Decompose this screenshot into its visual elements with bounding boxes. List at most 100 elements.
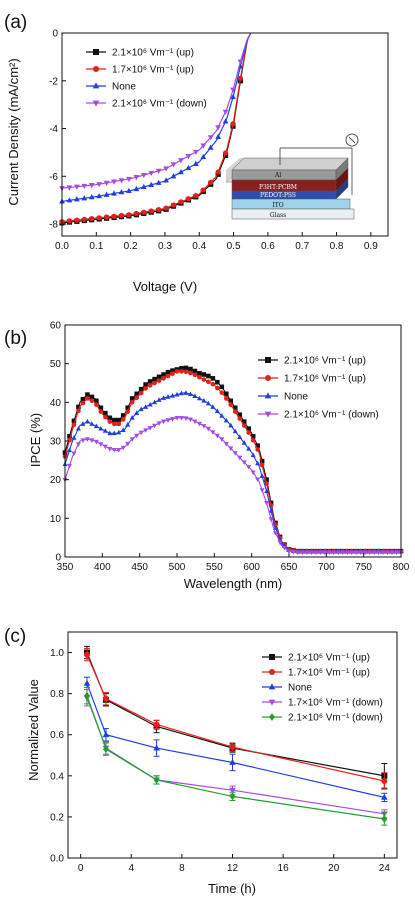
panel-c-y-tick-label: 0.4: [50, 771, 64, 782]
panel-a-y-tick-label: 0: [52, 29, 58, 40]
panel-b-x-axis-label: Wavelength (nm): [184, 576, 283, 591]
panel-a-data-point: [133, 175, 140, 181]
panel-b-data-point: [192, 419, 198, 425]
panel-b-legend-marker: [265, 375, 271, 381]
panel-b-data-point: [255, 460, 261, 466]
panel-b-data-point: [93, 423, 99, 429]
panel-a-data-point: [74, 217, 80, 223]
panel-b-data-point: [178, 390, 185, 396]
panel-a-data-point: [88, 194, 95, 200]
panel-b-data-point: [183, 416, 189, 421]
panel-a-y-tick-label: -6: [49, 172, 58, 183]
panel-c-label: (c): [4, 626, 26, 647]
panel-c-y-tick-label: 0.8: [50, 689, 64, 700]
panel-a-data-point: [222, 118, 229, 124]
panel-b-data-point: [201, 398, 207, 403]
panel-b-data-point: [326, 550, 332, 556]
panel-b-data-point: [89, 398, 95, 404]
panel-a-data-point: [178, 158, 184, 164]
panel-b-data-point: [179, 369, 184, 374]
panel-b-data-point: [183, 365, 189, 371]
panel-a-data-point: [208, 179, 214, 185]
panel-b-data-point: [85, 396, 90, 401]
panel-b-x-tick-label: 500: [169, 562, 186, 573]
panel-b-x-tick-label: 400: [94, 562, 111, 573]
panel-b-data-point: [129, 400, 135, 405]
panel-b-data-point: [76, 408, 81, 414]
panel-a-data-point: [155, 179, 162, 185]
panel-b-data-point: [259, 458, 265, 464]
panel-a-data-point: [185, 153, 192, 160]
panel-b-data-point: [197, 371, 202, 376]
panel-a-data-point: [81, 195, 88, 201]
panel-b-data-point: [152, 380, 157, 386]
panel-c-y-tick-label: 0.6: [50, 730, 64, 741]
panel-b-data-point: [94, 402, 99, 407]
panel-b-data-point: [295, 550, 301, 556]
panel-c-y-tick-label: 0.0: [50, 854, 64, 865]
panel-a-x-tick-label: 0.6: [261, 241, 275, 252]
panel-a-data-point: [74, 196, 80, 202]
panel-b-series-line: [64, 392, 401, 552]
panel-b-data-point: [367, 550, 373, 556]
panel-c-legend-marker: [268, 683, 276, 690]
panel-b-data-point: [98, 409, 104, 414]
panel-c-y-tick-label: 1.0: [50, 648, 64, 659]
panel-a-data-point: [118, 212, 125, 219]
panel-b-data-point: [156, 397, 162, 402]
panel-c-data-point: [381, 793, 388, 800]
panel-b-data-point: [125, 405, 131, 411]
panel-a-data-point: [215, 169, 221, 175]
panel-b-x-tick-label: 750: [355, 562, 372, 573]
panel-a-data-point: [163, 177, 169, 183]
layer-al: [231, 169, 337, 181]
panel-b-data-point: [116, 421, 122, 427]
panel-b-data-point: [192, 372, 198, 378]
panel-b-data-point: [192, 393, 198, 398]
panel-b-y-tick-label: 10: [50, 514, 62, 525]
panel-b-data-point: [107, 446, 113, 452]
panel-b-data-point: [196, 395, 202, 401]
panel-b-data-point: [161, 372, 166, 377]
panel-a-data-point: [96, 215, 102, 221]
panel-b-data-point: [317, 550, 323, 556]
layer-glass-text: Glass: [270, 212, 286, 219]
panel-a-data-point: [103, 180, 110, 186]
panel-b-data-point: [214, 433, 220, 439]
panel-b-data-point: [169, 417, 176, 422]
panel-b-data-point: [89, 438, 95, 443]
panel-b-data-point: [147, 426, 153, 431]
panel-a-y-axis-label: Current Density (mA/cm²): [6, 58, 21, 205]
panel-a-data-point: [103, 191, 110, 197]
panel-a-data-point: [163, 205, 169, 211]
panel-b-legend-entry: 2.1×10⁶ Vm⁻¹ (up): [284, 356, 366, 367]
panel-b-data-point: [134, 410, 140, 415]
panel-b-data-point: [129, 437, 135, 442]
panel-c-data-point: [153, 744, 160, 751]
panel-a-legend-entry: 1.7×10⁶ Vm⁻¹ (up): [112, 65, 194, 76]
panel-a-data-point: [192, 160, 199, 166]
panel-b-data-point: [237, 416, 243, 421]
layer-pedot-pss-text: PEDOT:PSS: [260, 192, 296, 199]
panel-b-data-point: [232, 405, 238, 411]
panel-b-data-point: [187, 417, 193, 423]
panel-b-x-tick-label: 800: [393, 562, 410, 573]
panel-c-legend-marker: [269, 713, 275, 721]
panel-c-legend-entry: 1.7×10⁶ Vm⁻¹ (down): [288, 698, 383, 709]
panel-a-data-point: [230, 121, 236, 127]
panel-b-data-point: [94, 398, 99, 404]
panel-a-data-point: [222, 150, 229, 156]
panel-b-data-point: [165, 373, 171, 379]
panel-b-data-point: [98, 442, 104, 447]
panel-b-data-point: [165, 369, 171, 375]
panel-a-data-point: [133, 210, 139, 217]
panel-b-data-point: [259, 488, 265, 493]
panel-b-data-point: [210, 381, 216, 387]
panel-b-data-point: [223, 391, 229, 397]
panel-b-data-point: [134, 433, 140, 439]
panel-b-data-point: [246, 465, 252, 470]
layer-al-text: Al: [274, 172, 281, 179]
panel-b-data-point: [80, 421, 86, 426]
panel-b-data-point: [246, 445, 252, 451]
